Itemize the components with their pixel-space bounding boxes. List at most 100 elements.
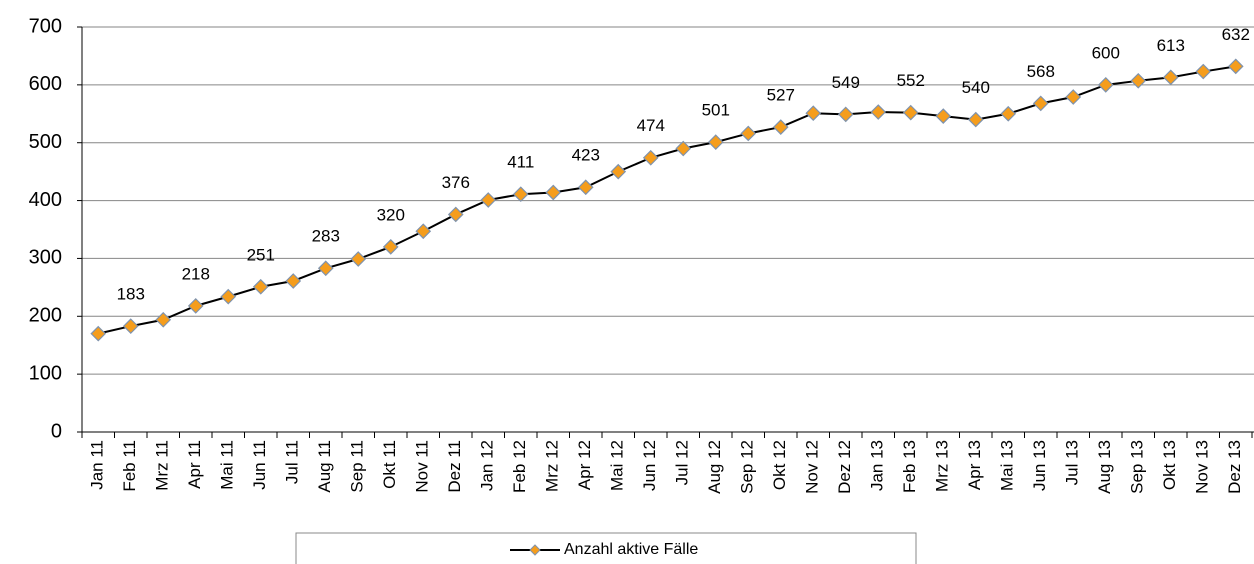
x-tick-label: Nov 12 <box>803 440 822 494</box>
y-tick-label: 600 <box>29 73 62 95</box>
data-label: 632 <box>1222 25 1250 44</box>
point-marker <box>1032 95 1049 112</box>
point-marker <box>382 239 399 255</box>
point-marker <box>902 104 919 121</box>
data-label: 251 <box>247 245 275 264</box>
point-marker <box>122 318 139 334</box>
point-marker <box>805 105 822 122</box>
y-tick-label: 300 <box>29 247 62 269</box>
legend-label: Anzahl aktive Fälle <box>564 541 698 558</box>
point-marker <box>285 273 302 289</box>
x-tick-label: Sep 11 <box>348 440 367 493</box>
x-tick-label: Jan 12 <box>478 440 497 491</box>
point-marker <box>1065 89 1082 105</box>
x-tick-label: Mai 11 <box>218 440 237 490</box>
x-tick-label: Jun 12 <box>640 440 659 491</box>
x-tick-label: Sep 12 <box>738 440 757 494</box>
data-label: 527 <box>767 86 795 105</box>
x-tick-label: Feb 13 <box>900 440 919 493</box>
x-tick-label: Feb 11 <box>120 440 139 492</box>
data-label: 423 <box>572 146 600 165</box>
point-marker <box>415 223 432 240</box>
x-tick-label: Jun 13 <box>1030 440 1049 491</box>
point-marker <box>350 251 367 267</box>
point-marker <box>545 184 562 201</box>
x-tick-label: Jul 13 <box>1063 440 1082 485</box>
y-tick-label: 100 <box>29 362 62 384</box>
x-tick-label: Apr 11 <box>185 440 204 489</box>
x-tick-label: Dez 13 <box>1225 440 1244 494</box>
point-marker <box>1097 77 1114 93</box>
series-line <box>98 65 1236 335</box>
point-marker <box>447 206 464 223</box>
point-marker <box>90 325 107 342</box>
point-marker <box>187 298 204 314</box>
point-marker <box>252 278 269 295</box>
data-label: 474 <box>637 116 665 135</box>
point-marker <box>512 186 529 203</box>
x-tick-label: Apr 12 <box>575 440 594 490</box>
legend-box <box>295 532 917 564</box>
point-marker <box>870 104 887 120</box>
x-tick-label: Jun 11 <box>250 440 269 490</box>
point-marker <box>740 125 757 142</box>
point-marker <box>610 163 627 180</box>
x-tick-label: Nov 13 <box>1193 440 1212 494</box>
point-marker <box>1195 63 1212 80</box>
x-tick-label: Sep 13 <box>1128 440 1147 494</box>
x-tick-label: Okt 12 <box>770 440 789 490</box>
x-tick-label: Feb 12 <box>510 440 529 493</box>
point-marker <box>577 179 594 196</box>
point-marker <box>317 260 334 277</box>
point-marker <box>1130 72 1147 89</box>
x-tick-label: Jul 11 <box>283 440 302 484</box>
x-tick-label: Mai 12 <box>608 440 627 491</box>
point-marker <box>642 149 659 166</box>
x-tick-label: Mrz 11 <box>153 440 172 491</box>
x-tick-label: Okt 11 <box>380 440 399 489</box>
data-label: 540 <box>962 78 990 97</box>
x-tick-label: Aug 11 <box>315 440 334 493</box>
point-marker <box>675 140 692 157</box>
point-marker <box>155 311 172 328</box>
x-tick-label: Nov 11 <box>413 440 432 493</box>
point-marker <box>707 134 724 150</box>
data-label: 183 <box>117 285 145 304</box>
point-marker <box>935 108 952 124</box>
point-marker <box>1000 105 1017 122</box>
data-label: 501 <box>702 101 730 120</box>
point-marker <box>837 106 854 123</box>
x-tick-label: Jul 12 <box>673 440 692 485</box>
x-tick-label: Aug 13 <box>1095 440 1114 494</box>
data-label: 613 <box>1157 36 1185 55</box>
y-tick-label: 500 <box>29 131 62 153</box>
x-tick-label: Mai 13 <box>998 440 1017 491</box>
x-tick-label: Mrz 12 <box>543 440 562 492</box>
x-tick-label: Okt 13 <box>1160 440 1179 490</box>
x-tick-label: Jan 13 <box>868 440 887 491</box>
point-marker <box>967 111 984 128</box>
y-tick-label: 200 <box>29 305 62 327</box>
data-label: 320 <box>377 205 405 224</box>
y-tick-label: 400 <box>29 189 62 211</box>
point-marker <box>220 288 237 305</box>
point-marker <box>1162 69 1179 86</box>
x-tick-label: Aug 12 <box>705 440 724 494</box>
point-marker <box>480 192 497 208</box>
x-tick-label: Apr 13 <box>965 440 984 490</box>
data-label: 411 <box>507 153 534 172</box>
data-label: 283 <box>312 227 340 246</box>
point-marker <box>1227 58 1244 75</box>
data-label: 552 <box>897 71 925 90</box>
x-tick-label: Dez 11 <box>445 440 464 493</box>
y-tick-label: 0 <box>51 420 62 442</box>
y-tick-label: 700 <box>29 15 62 37</box>
data-label: 568 <box>1027 62 1055 81</box>
x-tick-label: Jan 11 <box>88 440 107 490</box>
data-label: 218 <box>182 264 210 283</box>
data-label: 600 <box>1092 43 1120 62</box>
x-tick-label: Mrz 13 <box>933 440 952 492</box>
data-label: 376 <box>442 173 470 192</box>
x-tick-label: Dez 12 <box>835 440 854 494</box>
